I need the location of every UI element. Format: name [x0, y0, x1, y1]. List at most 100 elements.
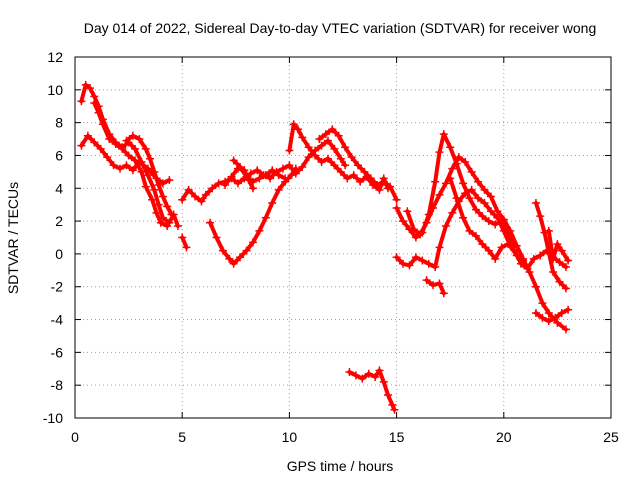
- data-point: [261, 213, 270, 222]
- series-line: [124, 133, 174, 217]
- data-point: [323, 154, 332, 163]
- data-point: [441, 222, 450, 231]
- data-point: [163, 222, 172, 231]
- y-tick-label: -2: [51, 279, 64, 295]
- data-point: [493, 213, 502, 222]
- data-point: [422, 276, 431, 285]
- data-point: [152, 208, 161, 217]
- data-point: [131, 156, 140, 165]
- data-point: [225, 254, 234, 263]
- data-point: [315, 135, 324, 144]
- data-point: [544, 317, 553, 326]
- data-point: [266, 174, 275, 183]
- data-point: [467, 167, 476, 176]
- data-point: [516, 259, 525, 268]
- data-point: [478, 212, 487, 221]
- data-point: [77, 97, 86, 106]
- data-point: [461, 189, 470, 198]
- data-point: [459, 179, 468, 188]
- data-point: [486, 207, 495, 216]
- data-point: [148, 195, 157, 204]
- data-point: [435, 148, 444, 157]
- data-point: [90, 98, 99, 107]
- data-point: [390, 405, 399, 414]
- series-sat-f: [178, 136, 350, 206]
- data-point: [158, 192, 167, 201]
- data-point: [388, 400, 397, 409]
- data-point: [291, 164, 300, 173]
- data-point: [261, 171, 270, 180]
- series-line: [546, 228, 571, 263]
- data-point: [491, 220, 500, 229]
- data-point: [392, 253, 401, 262]
- data-point: [236, 253, 245, 262]
- data-point: [409, 225, 418, 234]
- data-point: [330, 144, 339, 153]
- series-sat-l: [345, 366, 399, 414]
- data-point: [242, 172, 251, 181]
- data-point: [98, 120, 107, 129]
- data-point: [83, 131, 92, 140]
- data-point: [289, 120, 298, 129]
- data-point: [375, 366, 384, 375]
- y-tick-label: 2: [55, 213, 63, 229]
- data-point: [311, 151, 320, 160]
- data-point: [536, 212, 545, 221]
- data-point: [448, 208, 457, 217]
- data-point: [347, 153, 356, 162]
- data-point: [255, 226, 264, 235]
- data-point: [274, 185, 283, 194]
- data-point: [141, 144, 150, 153]
- data-point: [124, 151, 133, 160]
- data-point: [392, 195, 401, 204]
- data-point: [523, 264, 532, 273]
- data-point: [323, 136, 332, 145]
- y-tick-label: -4: [51, 312, 64, 328]
- data-point: [544, 226, 553, 235]
- data-point: [111, 139, 120, 148]
- x-tick-label: 25: [603, 429, 619, 445]
- data-point: [285, 161, 294, 170]
- data-point: [287, 171, 296, 180]
- data-point: [236, 162, 245, 171]
- data-point: [544, 308, 553, 317]
- y-tick-label: 12: [47, 49, 63, 65]
- data-point: [317, 141, 326, 150]
- series-line: [180, 138, 348, 204]
- data-point: [118, 144, 127, 153]
- data-point: [416, 230, 425, 239]
- data-point: [354, 161, 363, 170]
- data-point: [336, 167, 345, 176]
- data-point: [399, 259, 408, 268]
- data-point: [564, 305, 573, 314]
- y-tick-label: 10: [47, 82, 63, 98]
- data-point: [163, 202, 172, 211]
- data-point: [248, 177, 257, 186]
- data-point: [557, 308, 566, 317]
- data-point: [429, 281, 438, 290]
- data-point: [268, 166, 277, 175]
- data-point: [201, 190, 210, 199]
- data-point: [158, 179, 167, 188]
- data-point: [218, 246, 227, 255]
- chart-title: Day 014 of 2022, Sidereal Day-to-day VTE…: [84, 20, 597, 36]
- series-sat-n: [403, 153, 570, 334]
- plot-frame: [74, 56, 612, 419]
- y-tick-label: -6: [51, 344, 64, 360]
- data-point: [214, 179, 223, 188]
- data-point: [229, 156, 238, 165]
- data-point: [105, 135, 114, 144]
- data-point: [96, 144, 105, 153]
- data-point: [371, 372, 380, 381]
- data-point: [431, 263, 440, 272]
- y-axis-title: SDTVAR / TECUs: [5, 182, 21, 294]
- data-point: [364, 369, 373, 378]
- data-point: [208, 184, 217, 193]
- data-point: [122, 161, 131, 170]
- data-point: [529, 254, 538, 263]
- series-line: [424, 278, 446, 296]
- data-point: [248, 238, 257, 247]
- data-point: [191, 192, 200, 201]
- data-point: [448, 164, 457, 173]
- data-point: [561, 284, 570, 293]
